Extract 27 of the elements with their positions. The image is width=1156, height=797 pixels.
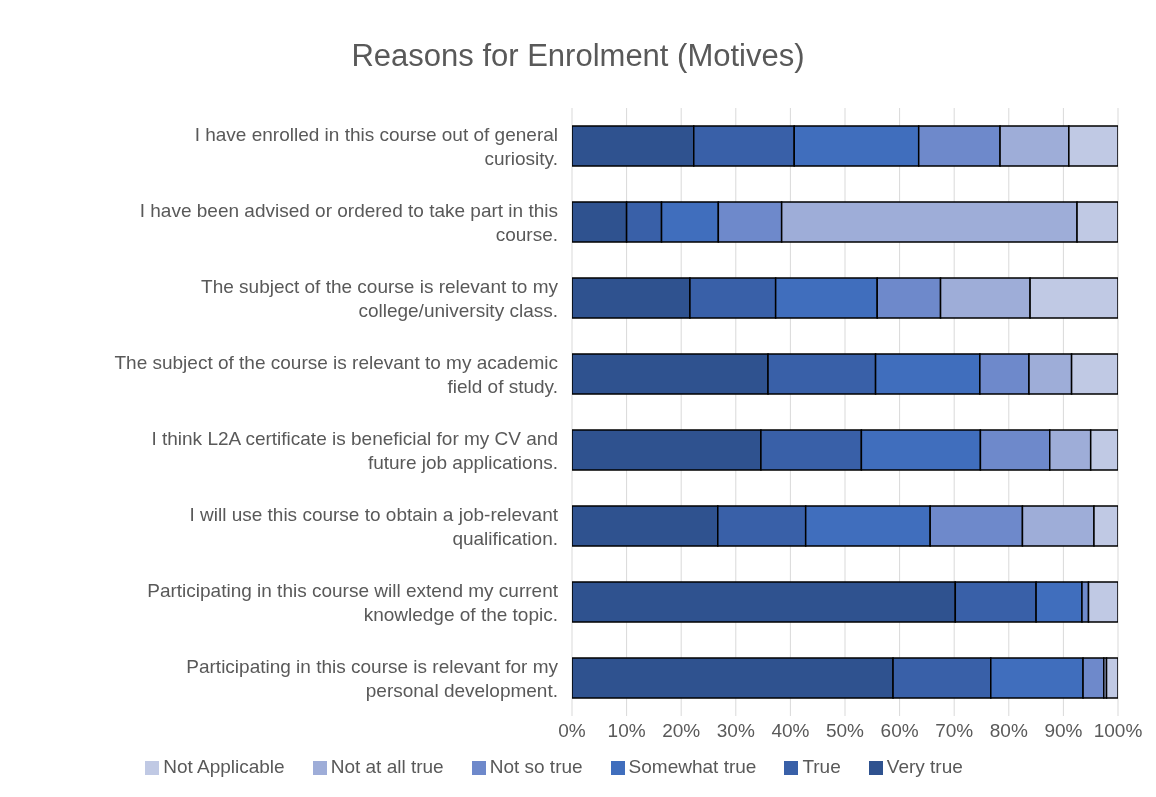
x-tick-label: 80% [989,720,1028,742]
x-tick-label: 90% [1044,720,1083,742]
y-tick-label: The subject of the course is relevant to my college/university class. [201,275,559,321]
x-tick-label: 100% [1093,720,1143,742]
legend-label: True [802,756,841,777]
x-tick-label: 0% [558,720,586,742]
legend-label: Not at all true [330,756,444,777]
y-tick-label: The subject of the course is relevant to my academic field of study. [114,351,558,397]
bar [1105,657,1118,699]
legend-label: Somewhat true [628,756,757,777]
y-tick-label: I think L2A certificate is beneficial for my CV and future job applications. [151,427,558,473]
x-tick-label: 30% [716,720,755,742]
x-tick-label: 40% [771,720,810,742]
y-tick-label: I have enrolled in this course out of general curiosity. [194,123,558,169]
x-tick-label: 60% [880,720,919,742]
legend-label: Not Applicable [163,756,285,777]
x-tick-label: 70% [935,720,974,742]
x-tick-label: 10% [607,720,646,742]
y-tick-label: I will use this course to obtain a job-relevant qualification. [189,503,559,549]
y-tick-label: I have been advised or ordered to take part in this course. [139,199,558,245]
y-tick-label: Participating in this course is relevant for my personal development. [186,655,559,701]
legend-label: Not so true [489,756,583,777]
legend-label: Very true [886,756,963,777]
y-tick-label: Participating in this course will extend my current knowledge of the topic. [147,579,559,625]
chart-title: Reasons for Enrolment (Motives) [350,37,806,75]
x-tick-label: 50% [825,720,865,742]
x-tick-label: 20% [662,720,701,742]
